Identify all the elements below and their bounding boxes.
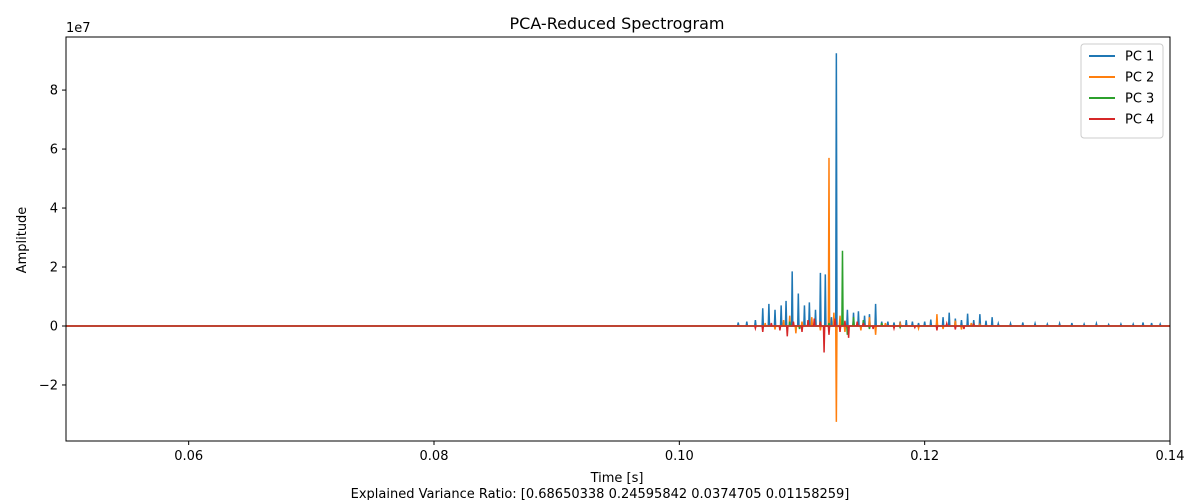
- x-tick-label: 0.14: [1156, 449, 1185, 464]
- legend-label-pc-2: PC 2: [1125, 71, 1154, 86]
- plot-frame: [65, 36, 1171, 442]
- x-tick-label: 0.06: [174, 449, 203, 464]
- y-tick-label: −2: [39, 378, 58, 393]
- legend-box: [1080, 43, 1164, 139]
- plot-lines: [66, 53, 1170, 422]
- legend-label-pc-4: PC 4: [1125, 113, 1154, 128]
- y-tick-label: 8: [50, 84, 58, 99]
- x-tick-label: 0.12: [910, 449, 939, 464]
- y-tick-label: 0: [50, 319, 58, 334]
- y-axis-label: Amplitude: [15, 207, 30, 274]
- explained-variance-footer: Explained Variance Ratio: [0.68650338 0.…: [351, 487, 850, 500]
- legend-label-pc-1: PC 1: [1125, 50, 1154, 65]
- x-tick-label: 0.08: [420, 449, 449, 464]
- series-line-pc-4: [66, 318, 1170, 353]
- y-scale-label: 1e7: [66, 21, 91, 36]
- x-axis-label: Time [s]: [590, 471, 644, 486]
- axis-ticks: 0.06 0.08 0.10 0.12 0.14 −2 0 2 4 6 8: [39, 84, 1185, 464]
- y-tick-label: 6: [50, 143, 58, 158]
- legend: PC 1 PC 2 PC 3 PC 4: [1080, 43, 1164, 139]
- legend-label-pc-3: PC 3: [1125, 92, 1154, 107]
- x-tick-label: 0.10: [665, 449, 694, 464]
- chart-title: PCA-Reduced Spectrogram: [510, 14, 725, 33]
- y-tick-label: 2: [50, 261, 58, 276]
- y-tick-label: 4: [50, 202, 58, 217]
